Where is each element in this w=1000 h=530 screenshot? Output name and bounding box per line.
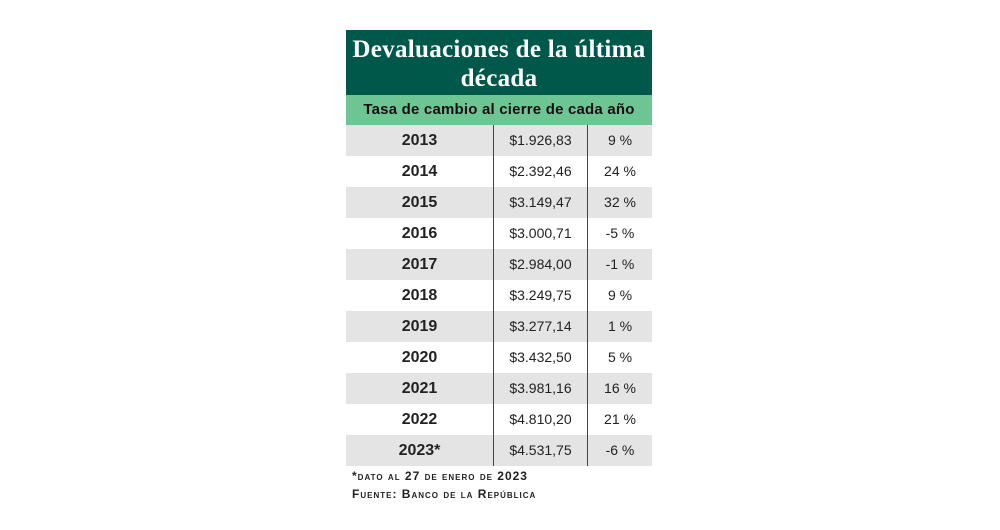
table-subtitle: Tasa de cambio al cierre de cada año [346,95,652,125]
year-cell: 2022 [346,404,494,435]
table-row: 2019 $3.277,14 1 % [346,311,652,342]
year-cell: 2017 [346,249,494,280]
change-cell: 16 % [604,380,636,396]
rate-cell: $3.249,75 [494,280,588,311]
rate-cell: $3.432,50 [494,342,588,373]
rate-cell: $1.926,83 [494,125,588,156]
year-cell: 2016 [346,218,494,249]
year-cell: 2013 [346,125,494,156]
rate-cell: $3.000,71 [494,218,588,249]
rate-cell: $3.149,47 [494,187,588,218]
table-row: 2020 $3.432,50 5 % [346,342,652,373]
year-cell: 2014 [346,156,494,187]
change-cell: 9 % [607,132,633,148]
rate-cell: $3.981,16 [494,373,588,404]
table-row: 2016 $3.000,71 -5 % [346,218,652,249]
table-row: 2021 $3.981,16 16 % [346,373,652,404]
change-cell: 24 % [604,163,636,179]
year-cell: 2021 [346,373,494,404]
year-cell: 2020 [346,342,494,373]
table-row: 2013 $1.926,83 9 % [346,125,652,156]
change-cell: -5 % [605,225,635,241]
rate-cell: $4.531,75 [494,435,588,466]
devaluation-table: Devaluaciones de la última década Tasa d… [346,30,652,466]
rate-cell: $2.984,00 [494,249,588,280]
footnote: *dato al 27 de enero de 2023 [352,469,528,483]
table-row: 2015 $3.149,47 32 % [346,187,652,218]
table-title: Devaluaciones de la última década [346,30,652,95]
year-cell: 2023* [346,435,494,466]
change-cell: 1 % [607,318,633,334]
year-cell: 2015 [346,187,494,218]
table-row: 2018 $3.249,75 9 % [346,280,652,311]
year-cell: 2018 [346,280,494,311]
change-cell: 5 % [607,349,633,365]
year-cell: 2019 [346,311,494,342]
table-row: 2014 $2.392,46 24 % [346,156,652,187]
table-row: 2017 $2.984,00 -1 % [346,249,652,280]
rate-cell: $3.277,14 [494,311,588,342]
change-cell: 21 % [604,411,636,427]
change-cell: 9 % [607,287,633,303]
change-cell: 32 % [604,194,636,210]
source-note: Fuente: Banco de la República [352,487,537,501]
table-row: 2022 $4.810,20 21 % [346,404,652,435]
rate-cell: $4.810,20 [494,404,588,435]
table-row: 2023* $4.531,75 -6 % [346,435,652,466]
rate-cell: $2.392,46 [494,156,588,187]
change-cell: -6 % [605,442,635,458]
change-cell: -1 % [605,256,635,272]
